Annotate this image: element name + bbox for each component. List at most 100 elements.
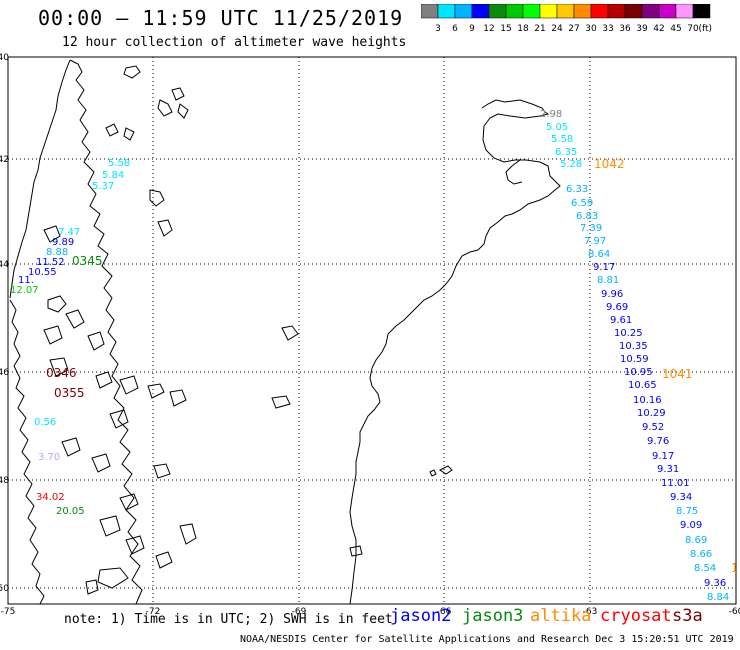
satellite-label-cryosat: cryosat: [600, 606, 672, 626]
track-value-label: 9.17: [593, 262, 615, 273]
track-value-label: 34.02: [36, 492, 65, 503]
latitude-label: -48: [0, 476, 9, 486]
track-value-label: 8.54: [694, 563, 716, 574]
track-value-label: 6.35: [555, 147, 577, 158]
color-scale-label: 39: [636, 24, 648, 34]
track-value-label: 6.59: [571, 198, 593, 209]
track-value-label: 8.69: [685, 535, 707, 546]
footnote: note: 1) Time is in UTC; 2) SWH is in fe…: [64, 612, 393, 627]
track-value-label: 7.47: [58, 227, 80, 238]
color-scale-label: 42: [653, 24, 664, 34]
track-value-label: 9.96: [601, 289, 623, 300]
chile-coastline: [9, 59, 363, 605]
track-value-label: 5.84: [102, 170, 124, 181]
track-value-label: 6.83: [576, 211, 598, 222]
latitude-label: -46: [0, 368, 9, 378]
track-value-label: 8.64: [588, 249, 610, 260]
track-value-label: 11.01: [661, 478, 690, 489]
pressure-label-1041: 1041: [662, 367, 693, 381]
color-scale-label: 45: [670, 24, 681, 34]
color-scale-label: 12: [483, 24, 494, 34]
track-value-label: 9.31: [657, 464, 679, 475]
track-value-label: 0.56: [34, 417, 56, 428]
pressure-label-1042: 1042: [594, 157, 625, 171]
track-value-label: 7.97: [584, 236, 606, 247]
axis-labels: -40 -42 -44 -46 -48 -50 -75 -72 -69 -66 -63 -60: [0, 53, 740, 617]
track-value-label: 8.81: [597, 275, 619, 286]
track-value-label: 9.34: [670, 492, 692, 503]
track-value-label: 8.66: [690, 549, 712, 560]
satellite-label-jason3: jason3: [462, 606, 524, 626]
track-value-label: 9.69: [606, 302, 628, 313]
color-scale-label: 3: [435, 24, 441, 34]
longitude-label: -60: [729, 607, 740, 617]
track-value-label: 2.98: [540, 109, 562, 120]
track-value-label: 5.28: [560, 159, 582, 170]
track-value-label: 9.17: [652, 451, 674, 462]
lat-lon-grid: [8, 57, 736, 604]
color-scale-unit: (ft): [698, 24, 712, 34]
high-label-0346: 0346: [46, 366, 77, 380]
track-value-label: 9.89: [52, 237, 74, 248]
track-value-label: 9.36: [704, 578, 726, 589]
high-label-0355: 0355: [54, 386, 85, 400]
track-value-label: 10.25: [614, 328, 643, 339]
track-value-label: 12.07: [10, 285, 39, 296]
longitude-label: -66: [437, 607, 452, 617]
longitude-label: -75: [1, 607, 16, 617]
longitude-label: -69: [292, 607, 307, 617]
color-scale-label: 9: [469, 24, 475, 34]
track-value-label: 9.76: [647, 436, 669, 447]
color-scale-label: 21: [534, 24, 545, 34]
latitude-label: -42: [0, 155, 9, 165]
track-value-label: 7.39: [580, 223, 602, 234]
color-scale-label: 30: [585, 24, 597, 34]
track-value-label: 8.84: [707, 592, 729, 603]
high-label-0345: 0345: [72, 254, 103, 268]
satellite-label-jason2: jason2: [390, 606, 452, 626]
color-scale-label: 6: [452, 24, 458, 34]
color-scale-label: 33: [602, 24, 613, 34]
color-scale-label: 24: [551, 24, 563, 34]
credit-line: NOAA/NESDIS Center for Satellite Applica…: [240, 634, 734, 645]
pressure-label-edge: 1: [731, 561, 739, 575]
color-scale-label: 70: [687, 24, 699, 34]
track-value-label: 8.75: [676, 506, 698, 517]
track-value-label: 8.88: [46, 247, 68, 258]
longitude-label: -63: [583, 607, 598, 617]
track-value-label: 6.33: [566, 184, 588, 195]
latitude-label: -44: [0, 260, 9, 270]
satellite-label-s3a: s3a: [672, 606, 703, 626]
color-scale-legend: 3 6 9 12 15 18 21 24 27 30 33 36 39 42 45 70 (ft): [421, 4, 712, 34]
track-value-label: 10.65: [628, 380, 657, 391]
track-value-label: 3.70: [38, 452, 60, 463]
color-scale-label: 36: [619, 24, 631, 34]
coastline: [349, 99, 561, 605]
chart-title: 00:00 – 11:59 UTC 11/25/2019: [38, 6, 404, 30]
track-value-label: 10.29: [637, 408, 666, 419]
satellite-label-altika: altika: [530, 606, 592, 626]
track-value-label: 10.59: [620, 354, 649, 365]
latitude-label: -50: [0, 584, 9, 594]
east-track-values: 2.98 5.055.58 6.355.28 6.33 6.59 6.837.39 7.97…: [540, 109, 729, 603]
color-swatch: [692, 4, 711, 19]
color-scale-label: 27: [568, 24, 579, 34]
track-value-label: 10.95: [624, 367, 653, 378]
track-value-label: 5.58: [108, 158, 130, 169]
track-value-label: 10.35: [619, 341, 648, 352]
longitude-label: -72: [146, 607, 161, 617]
track-value-label: 5.05: [546, 122, 568, 133]
chart-subtitle: 12 hour collection of altimeter wave hei…: [62, 35, 407, 50]
track-value-label: 9.09: [680, 520, 702, 531]
track-value-label: 9.61: [610, 315, 632, 326]
track-value-label: 5.37: [92, 181, 114, 192]
track-value-label: 5.58: [551, 134, 573, 145]
color-scale-label: 15: [500, 24, 511, 34]
left-high-labels: 0345 0346 0355: [46, 254, 103, 400]
latitude-label: -40: [0, 53, 9, 63]
pressure-labels: 1042 1041 1: [594, 157, 739, 575]
track-value-label: 9.52: [642, 422, 664, 433]
track-value-label: 10.55: [28, 267, 57, 278]
track-value-label: 11.52: [36, 257, 65, 268]
